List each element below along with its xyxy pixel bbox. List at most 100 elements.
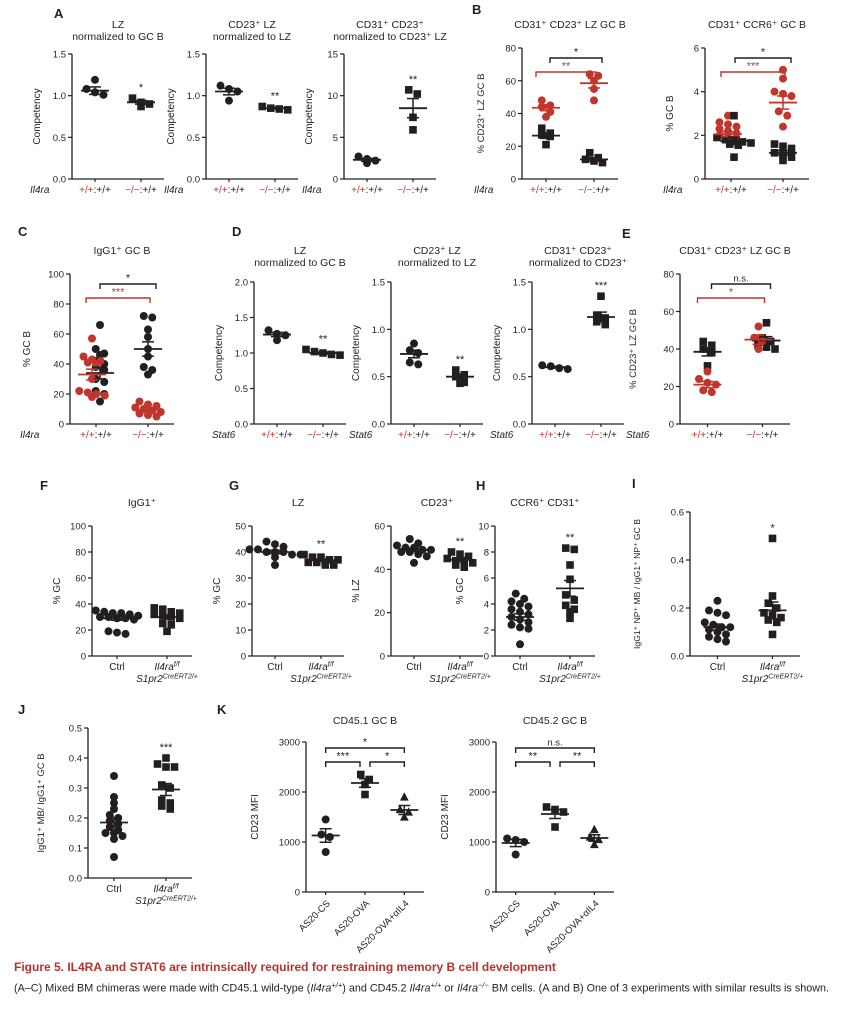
svg-text:S1pr2CreERT2/+​: S1pr2CreERT2/+​ [290,674,352,686]
svg-text:Stat6: Stat6 [349,430,373,441]
svg-text:% GC B: % GC B [22,331,33,367]
panel-label-d: D [232,224,242,239]
svg-text:8: 8 [484,548,489,559]
svg-text:0: 0 [241,652,246,663]
svg-text:Competency: Competency [351,325,362,381]
svg-text:**: ** [529,751,538,763]
svg-text:CD31⁺ CD23⁺: CD31⁺ CD23⁺ [356,19,424,31]
svg-text:0.4: 0.4 [671,556,684,567]
svg-text:−/−:+/+: −/−:+/+ [747,430,779,441]
svg-text:6: 6 [484,574,489,585]
svg-text:LZ: LZ [294,245,307,257]
svg-text:IgG1⁺ GC B: IgG1⁺ GC B [94,245,151,257]
chart-cd31-cd23-normalized-to-cd23-stat6: CD31⁺ CD23⁺ normalized to CD23⁺ 0.0 0.5 1.0 1… [488,240,638,455]
svg-text:AS20-CS: AS20-CS [297,898,333,934]
svg-text:1.5: 1.5 [53,50,66,61]
svg-text:−/−:+/+: −/−:+/+ [132,430,164,441]
svg-text:0.0: 0.0 [372,420,385,431]
svg-text:−/−:+/+: −/−:+/+ [259,185,291,196]
svg-text:50: 50 [235,522,246,533]
svg-text:80: 80 [663,270,674,281]
svg-text:CD31⁺ CD23⁺: CD31⁺ CD23⁺ [544,245,612,257]
svg-text:Il4raf/f​: Il4raf/f​ [557,662,583,674]
svg-text:S1pr2CreERT2/+​: S1pr2CreERT2/+​ [136,674,198,686]
chart-cd45-2-gcb-cd23-mfi: CD45.2 GC B 0 1000 2000 3000 CD23 MFI n.s. ** **… [436,710,626,960]
chart-cd31-cd23-normalized-to-cd23lz-il4ra: CD31⁺ CD23⁺ normalized to CD23⁺ LZ 0 5 10 15 C… [300,14,450,224]
svg-text:40: 40 [235,548,246,559]
svg-text:0.5: 0.5 [53,133,66,144]
svg-text:1.0: 1.0 [372,325,385,336]
svg-text:−/−:+/+: −/−:+/+ [578,185,610,196]
svg-text:20: 20 [505,142,516,153]
chart-cd31-ccr6-gcb: CD31⁺ CCR6⁺ GC B 0 2 4 6 % GC B * *** Il4ra +/+:+… [661,14,821,224]
svg-text:0.4: 0.4 [69,754,82,765]
svg-text:normalized to GC B: normalized to GC B [254,257,346,269]
svg-text:Il4raf/f​: Il4raf/f​ [760,662,786,674]
svg-text:40: 40 [374,565,385,576]
svg-text:CD45.1 GC B: CD45.1 GC B [333,715,397,727]
svg-text:Il4ra: Il4ra [302,185,322,196]
svg-text:2: 2 [694,131,699,142]
svg-text:% GC: % GC [455,578,466,605]
svg-text:*: * [139,82,144,94]
svg-text:0: 0 [484,652,489,663]
svg-text:Competency: Competency [492,325,503,381]
svg-text:**: ** [409,74,418,86]
svg-text:% GC: % GC [52,578,63,605]
svg-text:CD31⁺ CCR6⁺ GC B: CD31⁺ CCR6⁺ GC B [708,19,806,31]
svg-text:***: *** [112,287,126,299]
caption-body: (A–C) Mixed BM chimeras were made with C… [14,980,830,995]
svg-text:4: 4 [484,600,489,611]
chart-igg1-np-mb-ratio: 0.0 0.2 0.4 0.6 IgG1⁺ NP⁺ MB / IgG1⁺ NP⁺ GC … [630,492,820,697]
svg-text:0.5: 0.5 [372,372,385,383]
chart-igg1-mb-ratio: 0.0 0.1 0.2 0.3 0.4 0.5 IgG1⁺ MB/ IgG1⁺ GC B **… [32,710,212,915]
chart-lz-percent-gc: LZ 0 10 20 30 40 50 % GC ** Ctrl Il4raf/f​S1pr2Cre… [208,492,358,697]
svg-text:CCR6⁺ CD31⁺: CCR6⁺ CD31⁺ [510,497,579,509]
svg-text:S1pr2CreERT2/+​: S1pr2CreERT2/+​ [742,674,804,686]
svg-text:Il4raf/f​: Il4raf/f​ [447,662,473,674]
svg-text:+/+:+/+: +/+:+/+ [79,185,111,196]
svg-text:LZ: LZ [292,497,305,509]
svg-text:1.5: 1.5 [235,313,248,324]
svg-text:Competency: Competency [304,88,315,144]
svg-text:AS20-OVA: AS20-OVA [332,898,373,939]
svg-text:***: *** [160,742,174,754]
svg-text:−/−:+/+: −/−:+/+ [125,185,157,196]
svg-text:20: 20 [374,608,385,619]
svg-text:1.5: 1.5 [513,278,526,289]
svg-text:0: 0 [380,652,385,663]
svg-text:*: * [385,751,390,763]
chart-cd31-cd23-lz-gcb: CD31⁺ CD23⁺ LZ GC B 0 20 40 60 80 % CD23⁺ LZ G… [472,14,627,224]
svg-text:Stat6: Stat6 [626,430,650,441]
svg-text:CD31⁺ CD23⁺ LZ GC B: CD31⁺ CD23⁺ LZ GC B [514,19,625,31]
svg-text:*: * [729,287,734,299]
svg-text:−/−:+/+: −/−:+/+ [767,185,799,196]
svg-text:1.0: 1.0 [53,91,66,102]
svg-text:Il4ra: Il4ra [164,185,184,196]
chart-cd23-lz-normalized-to-lz-stat6: CD23⁺ LZ normalized to LZ 0.0 0.5 1.0 1.5 Comp… [347,240,497,455]
svg-text:CD23⁺ LZ: CD23⁺ LZ [413,245,461,257]
svg-text:***: *** [747,61,761,73]
svg-text:1000: 1000 [279,838,300,849]
svg-text:2.0: 2.0 [235,278,248,289]
svg-text:1.0: 1.0 [187,91,200,102]
chart-cd23-lz-normalized-to-lz-il4ra: CD23⁺ LZ normalized to LZ 0.0 0.5 1.0 1.5 Comp… [162,14,312,224]
svg-text:Competency: Competency [32,88,43,144]
svg-text:0.6: 0.6 [671,508,684,519]
svg-text:***: *** [336,751,350,763]
svg-text:80: 80 [53,300,64,311]
svg-text:−/−:+/+: −/−:+/+ [444,430,476,441]
svg-text:0: 0 [511,175,516,186]
svg-text:+/+:+/+: +/+:+/+ [715,185,747,196]
svg-text:Competency: Competency [166,88,177,144]
chart-ccr6-cd31-percent-gc: CCR6⁺ CD31⁺ 0 2 4 6 8 10 % GC ** Ctrl Il4raf/f​S1p… [451,492,611,697]
svg-text:***: *** [595,280,609,292]
svg-text:% GC: % GC [212,578,223,605]
chart-cd31-cd23-lz-gcb-stat6: CD31⁺ CD23⁺ LZ GC B 0 20 40 60 80 % CD23⁺ LZ G… [624,240,814,455]
svg-text:60: 60 [53,330,64,341]
svg-text:Il4ra: Il4ra [474,185,494,196]
panel-label-j: J [18,702,26,717]
svg-text:**: ** [319,333,328,345]
svg-text:2000: 2000 [469,788,490,799]
svg-text:40: 40 [663,345,674,356]
